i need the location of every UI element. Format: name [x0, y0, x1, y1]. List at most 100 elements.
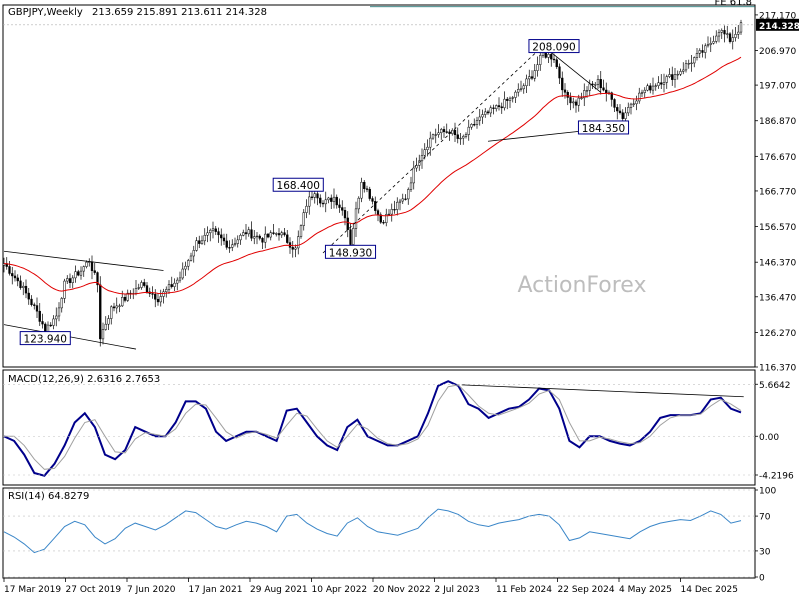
candle-body: [503, 98, 506, 109]
macd-layer: [3, 380, 755, 477]
candle-body: [561, 77, 564, 91]
candle-body: [335, 196, 338, 206]
candle-body: [552, 58, 556, 61]
candle-body: [195, 240, 198, 251]
candle-body: [38, 310, 41, 322]
candle-body: [253, 236, 256, 239]
candle-body: [588, 83, 591, 91]
candle-body: [382, 221, 385, 224]
candle-body: [324, 199, 327, 205]
candle-body: [500, 106, 503, 109]
candle-body: [629, 103, 633, 108]
candle-body: [726, 33, 729, 35]
candle-body: [371, 198, 374, 202]
candle-body: [442, 129, 446, 132]
candle-body: [115, 305, 118, 309]
candle-body: [423, 149, 426, 156]
candle-body: [596, 79, 600, 85]
macd-title: MACD(12,26,9) 2.6316 2.7653: [8, 374, 160, 385]
candle-body: [71, 277, 74, 283]
candle-body: [665, 76, 668, 83]
candle-body: [134, 288, 138, 294]
candle-body: [379, 214, 382, 223]
candle-body: [690, 62, 693, 65]
candle-body: [412, 167, 415, 184]
x-tick-label: 29 Aug 2021: [250, 585, 308, 595]
candle-body: [357, 197, 360, 210]
candle-body: [313, 193, 316, 198]
candle-body: [41, 321, 44, 325]
candle-body: [709, 42, 712, 45]
candle-body: [640, 92, 644, 94]
candle-body: [66, 278, 69, 282]
candle-body: [231, 244, 234, 248]
candle-body: [635, 100, 638, 105]
candle-body: [627, 107, 630, 114]
rsi-panel-frame: [2, 487, 756, 579]
candle-body: [522, 85, 525, 90]
candle-body: [429, 137, 432, 148]
candle-body: [478, 116, 481, 121]
watermark: ActionForex: [518, 273, 647, 298]
header-symbol: GBPJPY,Weekly: [8, 7, 83, 18]
candle-body: [44, 323, 47, 333]
candle-body: [649, 85, 652, 91]
candle-body: [310, 196, 314, 198]
candle-body: [418, 160, 421, 166]
candle-body: [682, 69, 685, 72]
candle-body: [184, 265, 187, 270]
rsi-tick-label: 0: [759, 574, 765, 584]
candle-body: [57, 307, 61, 317]
candle-body: [539, 55, 542, 65]
x-tick-label: 17 Mar 2019: [4, 585, 61, 595]
candle-body: [302, 212, 305, 226]
candle-body: [671, 74, 674, 80]
candle-body: [569, 97, 572, 104]
macd-tick-label: 5.6642: [759, 381, 791, 391]
candle-body: [654, 85, 657, 87]
candle-body: [519, 88, 523, 90]
candle-body: [475, 120, 479, 125]
candle-body: [211, 228, 215, 231]
candle-body: [385, 214, 388, 223]
candle-body: [93, 270, 96, 273]
x-tick-label: 14 Dec 2025: [681, 585, 739, 595]
candle-body: [387, 213, 391, 216]
candle-body: [393, 209, 396, 211]
x-tick-label: 27 Oct 2019: [66, 585, 122, 595]
candle-body: [737, 31, 740, 35]
candle-body: [445, 131, 448, 133]
annotation-box: [272, 177, 324, 192]
candle-body: [401, 198, 404, 202]
candle-body: [63, 280, 66, 299]
candle-body: [390, 209, 393, 215]
price-layer: FE 61.8 123.940 168.400 148.930 208.090 184.3…: [2, 0, 755, 350]
candle-body: [55, 315, 58, 320]
candle-body: [30, 298, 33, 305]
candle-body: [214, 228, 217, 232]
header-ohlc: 213.659 215.891 213.611 214.328: [92, 7, 267, 18]
candle-body: [739, 22, 743, 33]
candle-body: [492, 107, 495, 110]
annotation-label: 148.930: [329, 247, 372, 259]
candle-body: [563, 89, 567, 93]
candle-body: [706, 44, 710, 47]
candle-body: [693, 57, 696, 64]
candle-body: [99, 284, 102, 340]
candle-body: [170, 284, 173, 287]
candle-body: [192, 250, 195, 257]
candle-body: [236, 239, 239, 244]
candle-body: [354, 208, 358, 229]
candle-body: [484, 111, 487, 115]
price-tick-label: 206.970: [759, 47, 796, 57]
macd-panel-frame: [2, 369, 756, 486]
candle-body: [517, 89, 520, 93]
candle-body: [638, 92, 641, 102]
candle-body: [22, 285, 25, 288]
candle-body: [717, 32, 721, 37]
rsi-tick-label: 100: [759, 487, 776, 497]
annotation-box: [528, 39, 580, 54]
candle-body: [244, 232, 248, 235]
candle-body: [305, 205, 308, 213]
candle-body: [462, 136, 465, 139]
